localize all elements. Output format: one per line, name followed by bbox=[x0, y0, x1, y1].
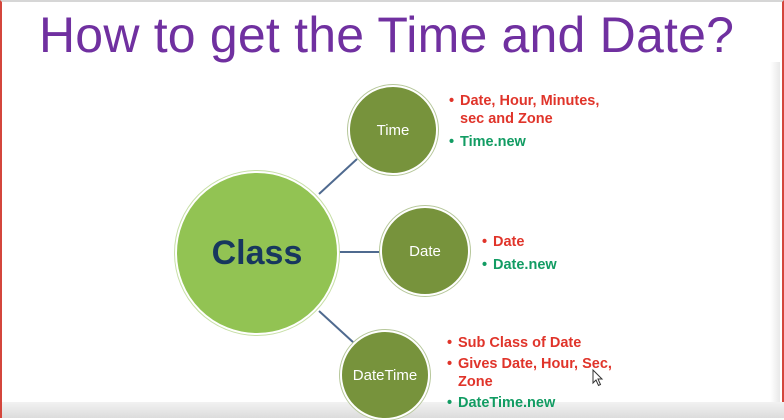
date-bullets: Date Date.new bbox=[482, 233, 622, 279]
datetime-node-label: DateTime bbox=[352, 366, 418, 384]
bullet-item: Date, Hour, Minutes, sec and Zone bbox=[449, 92, 609, 128]
bullet-item: Gives Date, Hour, Sec, Zone bbox=[447, 355, 617, 391]
bullet-item: Date.new bbox=[482, 256, 622, 274]
datetime-bullets: Sub Class of Date Gives Date, Hour, Sec,… bbox=[447, 334, 617, 415]
bullet-item: Sub Class of Date bbox=[447, 334, 617, 352]
time-node: Time bbox=[348, 85, 438, 175]
mouse-pointer-icon bbox=[592, 369, 604, 387]
connector-datetime bbox=[318, 310, 355, 344]
class-node: Class bbox=[175, 171, 339, 335]
datetime-node: DateTime bbox=[340, 330, 430, 420]
date-node-label: Date bbox=[409, 242, 441, 260]
time-node-label: Time bbox=[376, 121, 410, 139]
class-node-label: Class bbox=[211, 233, 303, 272]
connector-time bbox=[318, 158, 358, 195]
bullet-item: Date bbox=[482, 233, 622, 251]
time-bullets: Date, Hour, Minutes, sec and Zone Time.n… bbox=[449, 92, 609, 156]
slide-title: How to get the Time and Date? bbox=[39, 7, 735, 63]
slide-edge-shadow bbox=[770, 62, 780, 402]
bullet-item: DateTime.new bbox=[447, 394, 617, 412]
bullet-item: Time.new bbox=[449, 133, 609, 151]
date-node: Date bbox=[380, 206, 470, 296]
